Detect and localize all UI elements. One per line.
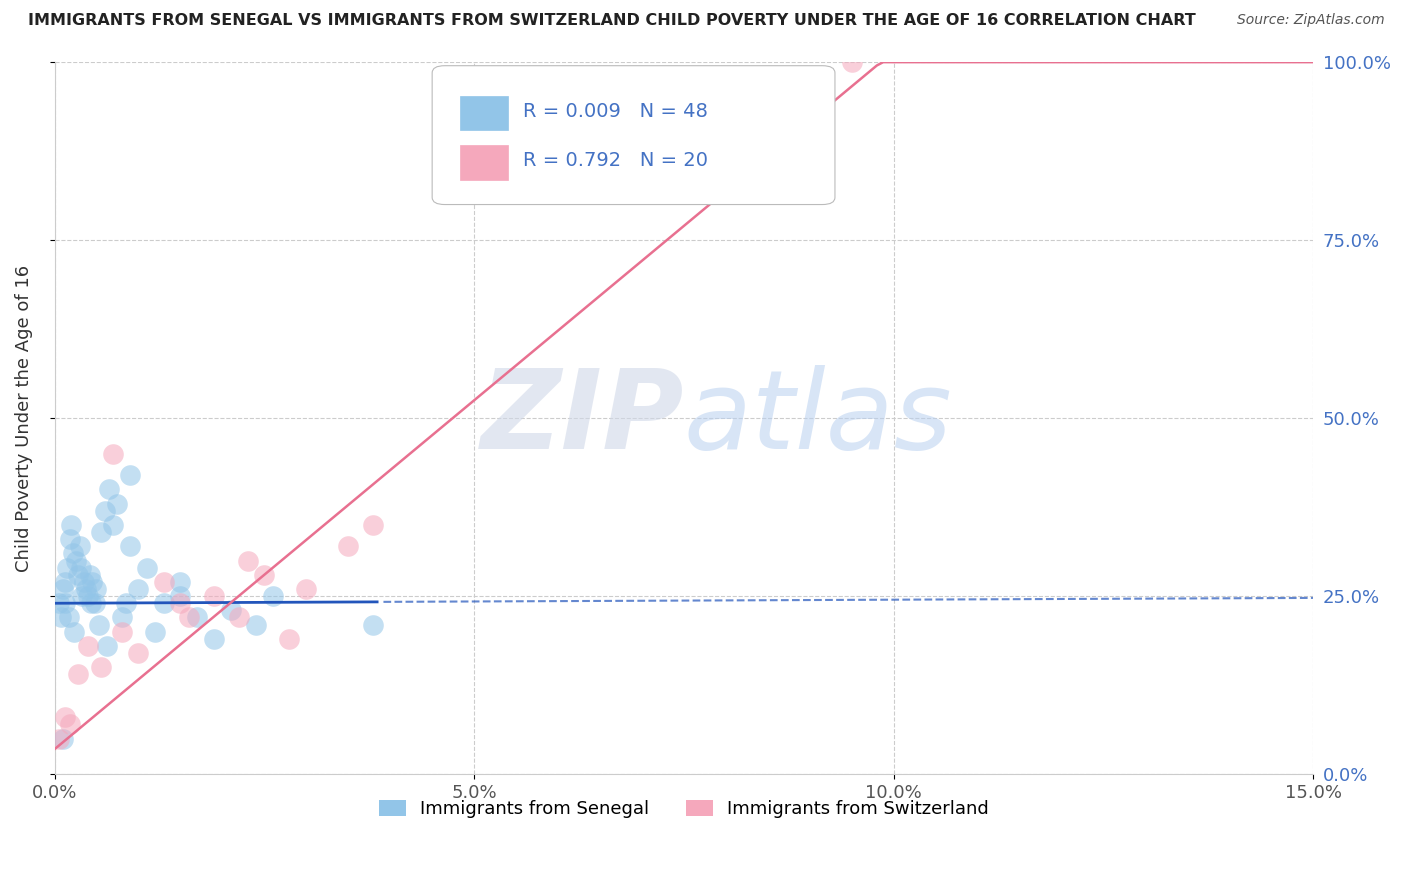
Point — [363, 617, 385, 632]
Point — [177, 610, 200, 624]
Point — [337, 539, 360, 553]
Point — [202, 589, 225, 603]
Point — [48, 731, 70, 746]
Point — [59, 532, 82, 546]
Point — [278, 632, 301, 646]
Point — [363, 517, 385, 532]
Point — [62, 546, 84, 560]
Text: IMMIGRANTS FROM SENEGAL VS IMMIGRANTS FROM SWITZERLAND CHILD POVERTY UNDER THE A: IMMIGRANTS FROM SENEGAL VS IMMIGRANTS FR… — [28, 13, 1197, 29]
Point — [77, 589, 100, 603]
Point — [98, 483, 121, 497]
Point — [186, 610, 208, 624]
Point — [52, 582, 75, 596]
Point — [77, 639, 100, 653]
Point — [135, 560, 157, 574]
Point — [169, 589, 191, 603]
Point — [118, 539, 141, 553]
Point — [52, 731, 75, 746]
Text: Source: ZipAtlas.com: Source: ZipAtlas.com — [1237, 13, 1385, 28]
Point — [86, 582, 108, 596]
Point — [75, 582, 97, 596]
Point — [228, 610, 250, 624]
FancyBboxPatch shape — [432, 66, 835, 204]
Point — [58, 610, 80, 624]
Point — [55, 596, 77, 610]
Point — [90, 524, 112, 539]
Point — [202, 632, 225, 646]
Point — [73, 574, 96, 589]
Point — [107, 497, 129, 511]
Point — [90, 660, 112, 674]
Point — [118, 468, 141, 483]
Point — [127, 582, 149, 596]
Point — [111, 610, 134, 624]
FancyBboxPatch shape — [460, 95, 508, 129]
Point — [219, 603, 242, 617]
Point — [70, 560, 93, 574]
FancyBboxPatch shape — [460, 145, 508, 179]
Point — [60, 517, 83, 532]
Point — [152, 574, 174, 589]
Text: atlas: atlas — [683, 365, 952, 472]
Point — [83, 596, 105, 610]
Point — [94, 504, 117, 518]
Point — [245, 617, 267, 632]
Point — [65, 553, 87, 567]
Point — [82, 574, 104, 589]
Point — [295, 582, 318, 596]
Point — [53, 574, 76, 589]
Point — [127, 646, 149, 660]
Point — [253, 567, 276, 582]
Y-axis label: Child Poverty Under the Age of 16: Child Poverty Under the Age of 16 — [15, 265, 32, 572]
Point — [53, 710, 76, 724]
Point — [56, 560, 79, 574]
Point — [79, 596, 101, 610]
Text: ZIP: ZIP — [481, 365, 683, 472]
Text: R = 0.009   N = 48: R = 0.009 N = 48 — [523, 103, 707, 121]
Point — [169, 574, 191, 589]
Point — [169, 596, 191, 610]
Point — [115, 596, 138, 610]
Point — [48, 596, 70, 610]
Point — [51, 610, 73, 624]
Point — [236, 553, 259, 567]
Point — [87, 617, 110, 632]
Point — [70, 589, 93, 603]
Point — [96, 639, 118, 653]
Legend: Immigrants from Senegal, Immigrants from Switzerland: Immigrants from Senegal, Immigrants from… — [371, 793, 995, 826]
Point — [59, 717, 82, 731]
Text: R = 0.792   N = 20: R = 0.792 N = 20 — [523, 151, 707, 169]
Point — [79, 567, 101, 582]
Point — [152, 596, 174, 610]
Point — [143, 624, 166, 639]
Point — [841, 55, 863, 70]
Point — [103, 447, 125, 461]
Point — [63, 624, 86, 639]
Point — [66, 567, 89, 582]
Point — [69, 539, 91, 553]
Point — [66, 667, 89, 681]
Point — [262, 589, 284, 603]
Point — [111, 624, 134, 639]
Point — [103, 517, 125, 532]
